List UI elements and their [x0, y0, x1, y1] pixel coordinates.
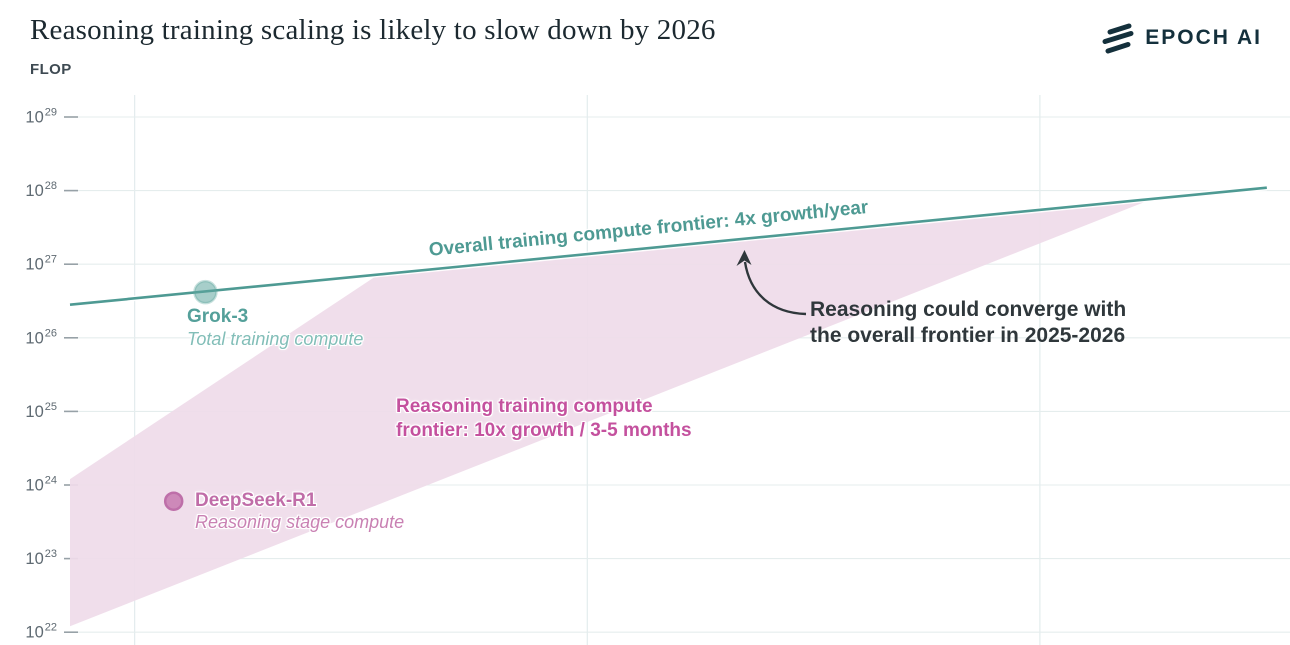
deepseek-r1-label: DeepSeek-R1 [195, 490, 317, 511]
frontier-line [69, 186, 1267, 306]
reasoning-band-label: Reasoning training compute frontier: 10x… [396, 395, 692, 443]
page-title: Reasoning training scaling is likely to … [30, 14, 716, 46]
y-tick-label: 1028 [25, 180, 57, 200]
brand-text: EPOCH AI [1145, 26, 1262, 49]
deepseek-r1-dot [163, 491, 184, 511]
grok3-label: Grok-3 [187, 306, 249, 327]
epoch-logo: EPOCH AI [1100, 22, 1262, 54]
convergence-annotation-line1: Reasoning could converge with [810, 298, 1127, 321]
deepseek-r1-sublabel: Reasoning stage compute [195, 512, 405, 532]
annotation-arrow [736, 250, 807, 316]
y-tick-label: 1025 [25, 401, 57, 421]
reasoning-band-label-line1: Reasoning training compute [396, 396, 653, 417]
y-tick-label: 1029 [25, 107, 57, 127]
grok3-sublabel: Total training compute [187, 329, 364, 349]
y-tick-label: 1022 [25, 622, 57, 642]
grok-3-dot [193, 279, 218, 305]
y-tick-label: 1027 [25, 254, 57, 274]
reasoning-band [70, 200, 1148, 627]
convergence-annotation: Reasoning could converge with the overal… [810, 297, 1126, 349]
convergence-annotation-line2: the overall frontier in 2025-2026 [810, 324, 1126, 347]
y-tick-label: 1024 [25, 475, 57, 495]
reasoning-band-label-line2: frontier: 10x growth / 3-5 months [396, 420, 692, 441]
y-tick-label: 1023 [25, 548, 57, 568]
epoch-logo-icon [1100, 22, 1136, 54]
y-tick-label: 1026 [25, 327, 57, 347]
flop-axis-label: FLOP [30, 61, 72, 78]
